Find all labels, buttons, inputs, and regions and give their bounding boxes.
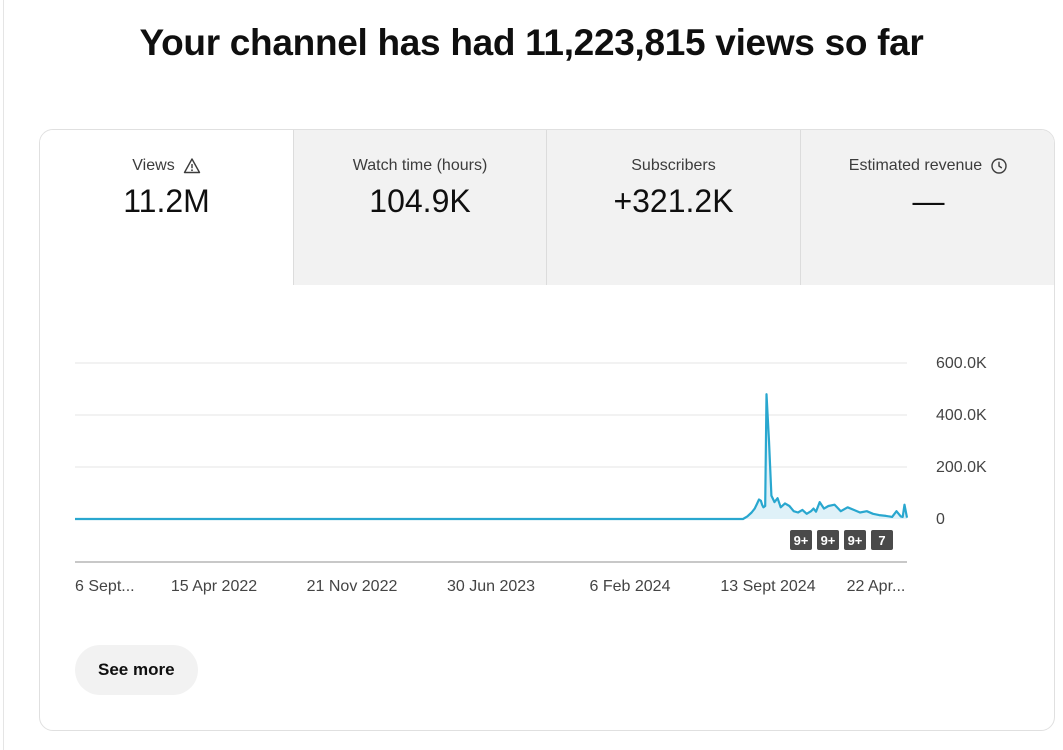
tab-views-label: Views (132, 157, 175, 174)
tab-watch-time-value: 104.9K (369, 183, 471, 219)
x-tick-label: 21 Nov 2022 (307, 578, 398, 595)
see-more-button[interactable]: See more (75, 645, 198, 695)
tab-estimated-revenue[interactable]: Estimated revenue — (800, 130, 1054, 285)
annotation-badge (871, 530, 893, 550)
tab-revenue-value: — (912, 183, 945, 219)
tab-revenue-label: Estimated revenue (848, 157, 983, 174)
y-tick-label: 0 (936, 511, 945, 528)
annotation-badge (844, 530, 866, 550)
annotation-badge (790, 530, 812, 550)
tab-subscribers-value: +321.2K (613, 183, 734, 219)
y-tick-label: 600.0K (936, 355, 987, 372)
x-tick-label: 6 Sept... (75, 578, 135, 595)
x-tick-label: 30 Jun 2023 (447, 578, 535, 595)
tab-views[interactable]: Views 11.2M (40, 130, 293, 285)
views-chart: 600.0K 400.0K 200.0K 0 9+ 9+ 9+ 7 6 Sept... 15 Ap… (40, 285, 1054, 625)
y-tick-label: 400.0K (936, 407, 987, 424)
tab-subscribers-label: Subscribers (631, 157, 716, 174)
x-tick-label: 22 Apr... (847, 578, 906, 595)
views-area (75, 394, 907, 519)
annotation-badge-label: 9+ (794, 533, 809, 548)
x-tick-label: 13 Sept 2024 (720, 578, 815, 595)
annotation-badge-label: 7 (878, 533, 885, 548)
x-tick-label: 15 Apr 2022 (171, 578, 257, 595)
annotation-badge-label: 9+ (821, 533, 836, 548)
warning-icon (183, 158, 200, 174)
annotation-badge-label: 9+ (848, 533, 863, 548)
tab-watch-time-label: Watch time (hours) (352, 157, 488, 174)
tab-subscribers[interactable]: Subscribers +321.2K (546, 130, 800, 285)
page-left-border (3, 0, 4, 750)
y-tick-label: 200.0K (936, 459, 987, 476)
tab-watch-time[interactable]: Watch time (hours) 104.9K (293, 130, 546, 285)
annotation-badge (817, 530, 839, 550)
views-line-chart: 600.0K 400.0K 200.0K 0 9+ 9+ 9+ 7 6 Sept... 15 Ap… (75, 355, 987, 595)
analytics-card: Views 11.2M Watch time (hours) 104.9K Su… (39, 129, 1055, 731)
clock-icon (991, 158, 1007, 174)
metric-tabs: Views 11.2M Watch time (hours) 104.9K Su… (40, 130, 1054, 285)
x-tick-label: 6 Feb 2024 (590, 578, 671, 595)
tab-views-value: 11.2M (123, 183, 210, 219)
page-title: Your channel has had 11,223,815 views so… (139, 22, 924, 63)
views-line (75, 393, 909, 521)
